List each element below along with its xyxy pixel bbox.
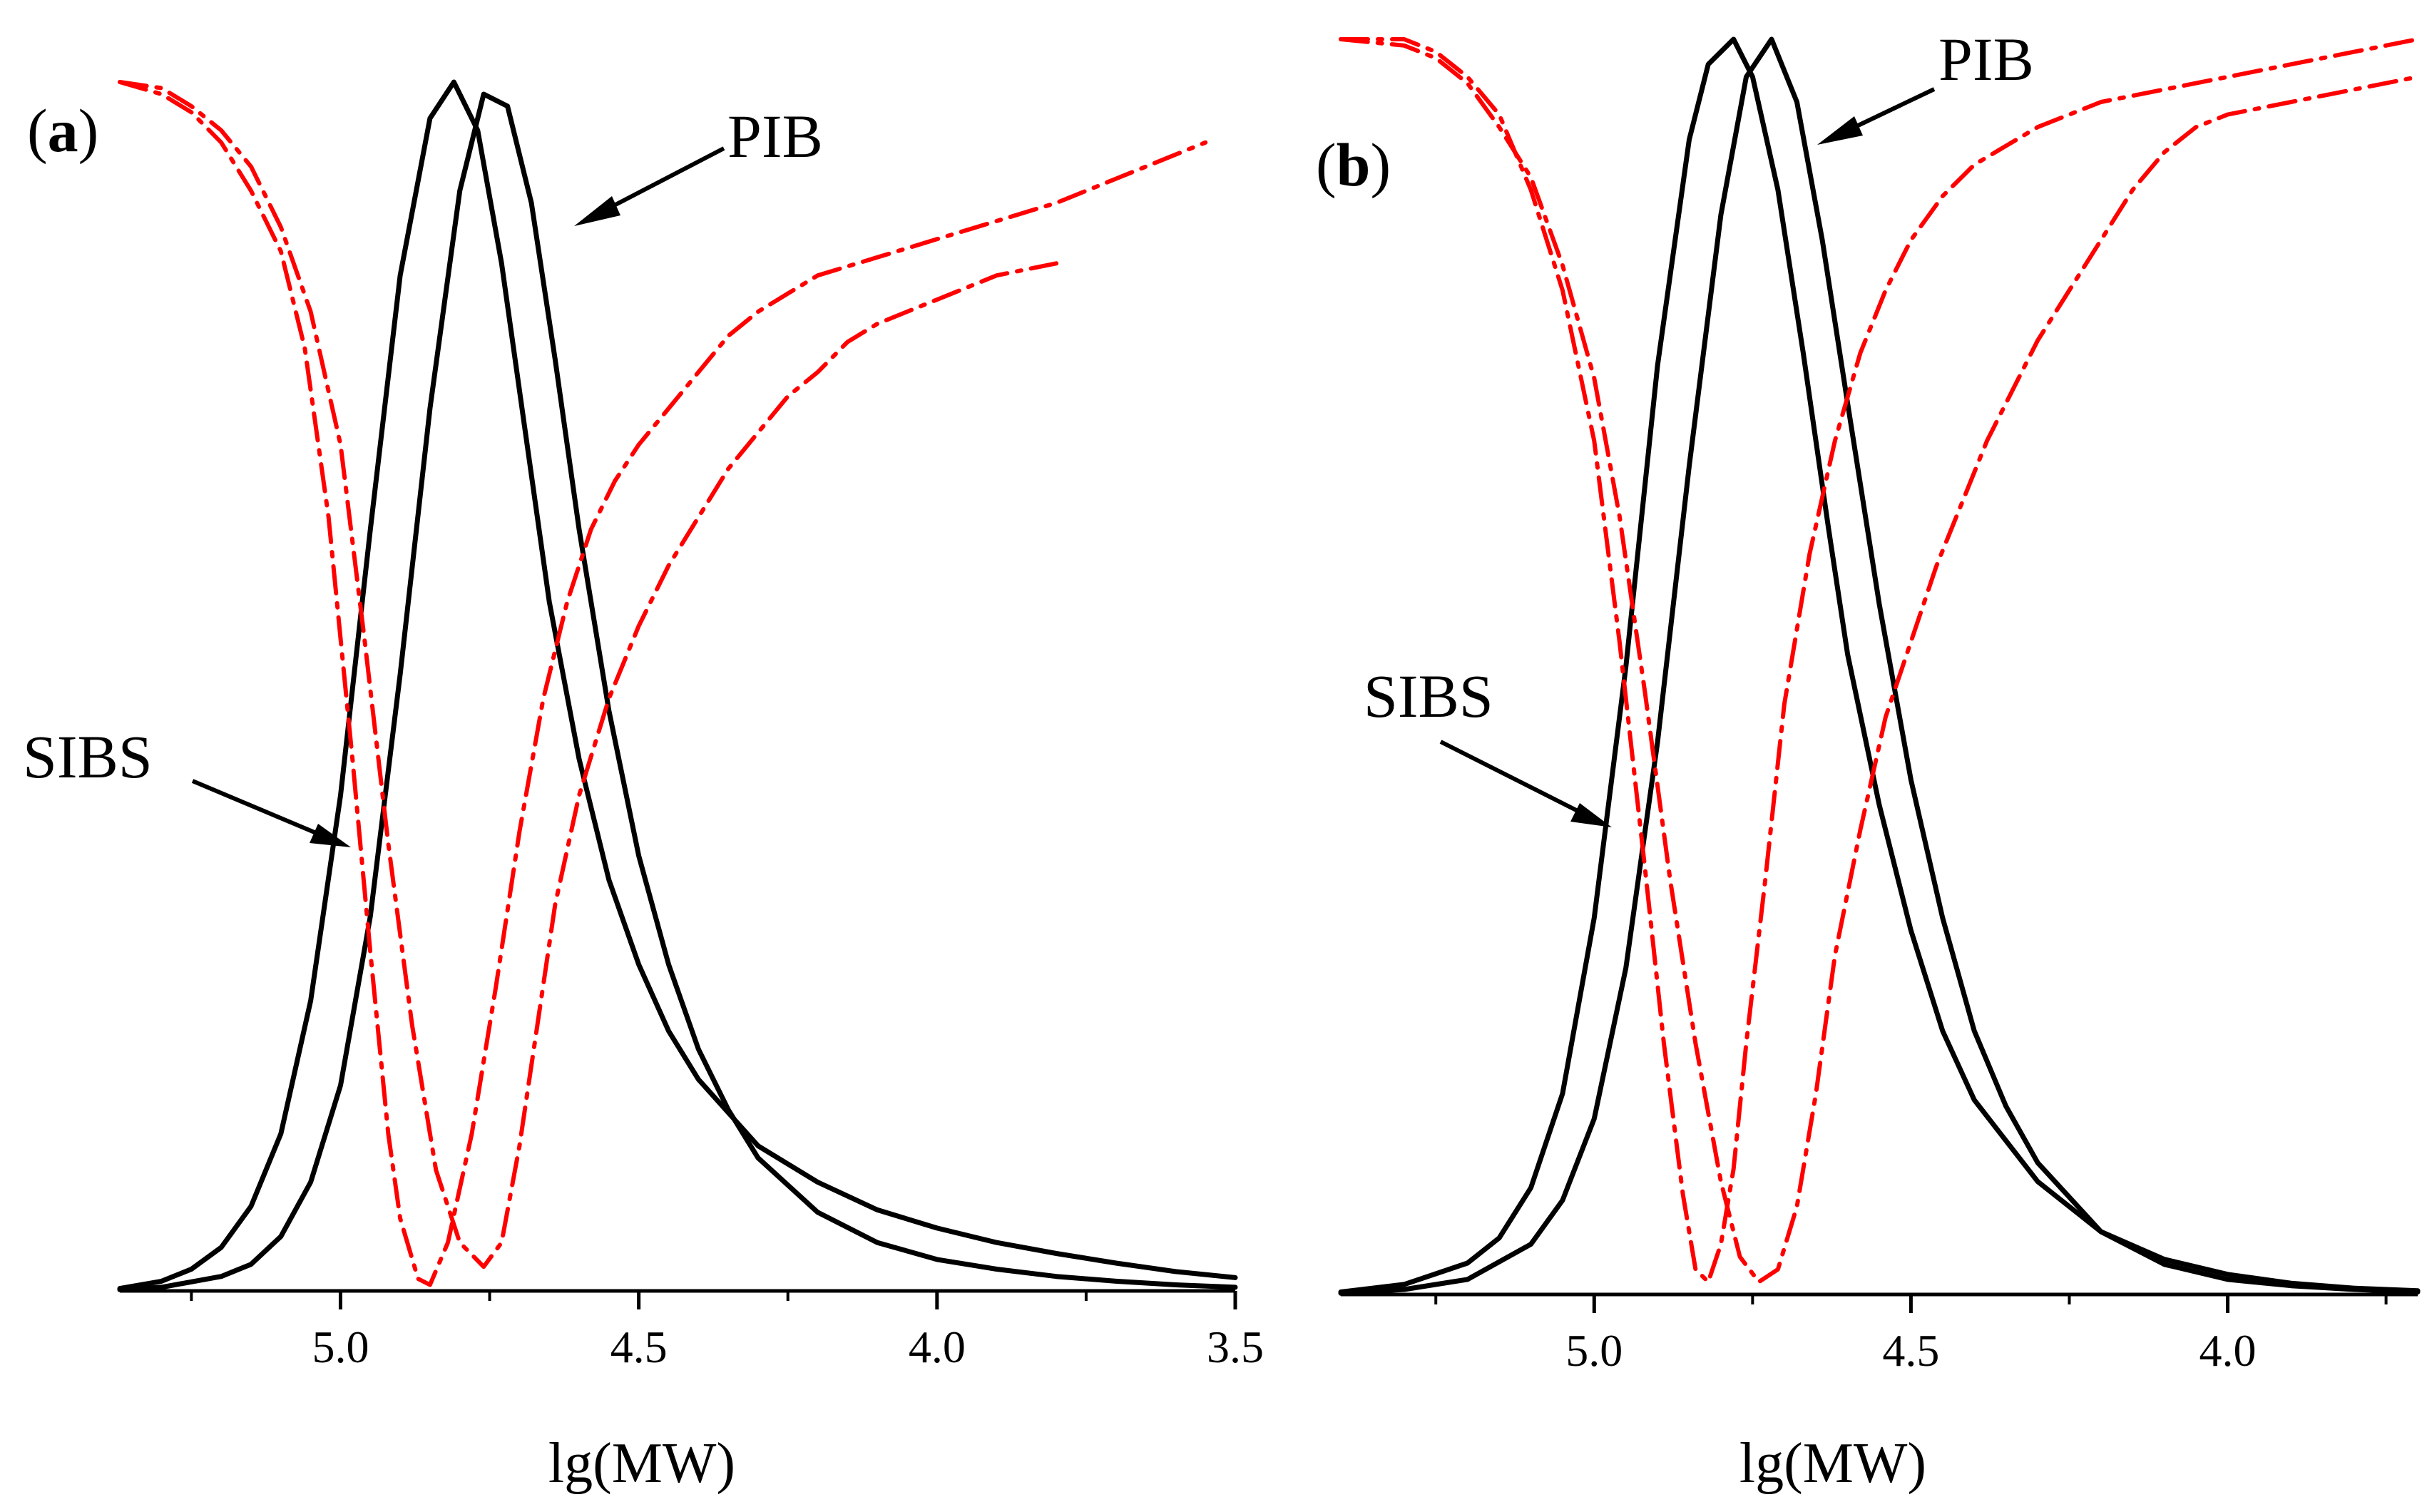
arrow-sibs-b	[1439, 740, 1612, 827]
x-tick-label-a: 3.5	[1207, 1322, 1264, 1372]
x-axis-title-a: lg(MW)	[548, 1432, 735, 1495]
series-line-a-2	[117, 91, 1238, 1292]
series-line-b-3	[1339, 37, 2420, 1284]
panel-a: 5.0 4.5 4.0 3.5 lg(MW) (a) PIB SIBS	[23, 79, 1264, 1495]
arrow-sibs-a	[191, 779, 351, 847]
x-tick-label-b: 5.0	[1565, 1325, 1623, 1376]
series-line-a-1	[117, 79, 1238, 1292]
x-ticks-a: 5.0 4.5 4.0 3.5	[190, 1291, 1264, 1372]
arrow-pib-a	[574, 146, 725, 226]
annotation-sibs-a: SIBS	[23, 722, 153, 791]
series-line-a-3	[118, 80, 1208, 1287]
annotation-sibs-b: SIBS	[1364, 662, 1493, 730]
panel-b: 5.0 4.5 4.0 lg(MW) (b) PIB SIBS	[1316, 25, 2421, 1495]
arrow-pib-b	[1817, 87, 1936, 145]
series-line-a-4	[118, 80, 1059, 1270]
annotation-pib-b: PIB	[1938, 25, 2034, 93]
panel-label-a: (a)	[27, 96, 98, 165]
x-tick-label-a: 4.5	[610, 1322, 668, 1372]
x-tick-label-b: 4.5	[1882, 1325, 1939, 1376]
x-tick-label-a: 4.0	[909, 1322, 966, 1372]
series-line-b-2	[1338, 36, 2421, 1296]
x-ticks-b: 5.0 4.5 4.0	[1434, 1294, 2388, 1376]
x-tick-label-b: 4.0	[2199, 1325, 2257, 1376]
x-tick-label-a: 5.0	[312, 1322, 369, 1372]
panel-letter-b: b	[1337, 131, 1371, 199]
series-line-b-4	[1339, 37, 2420, 1284]
series-line-b-1	[1338, 36, 2421, 1294]
plot-area-b	[1338, 36, 2421, 1296]
x-axis-title-b: lg(MW)	[1739, 1432, 1926, 1495]
plot-area-a	[117, 79, 1238, 1292]
annotation-pib-a: PIB	[727, 102, 823, 170]
panel-label-b: (b)	[1316, 131, 1391, 199]
panel-letter-a: a	[48, 96, 78, 165]
